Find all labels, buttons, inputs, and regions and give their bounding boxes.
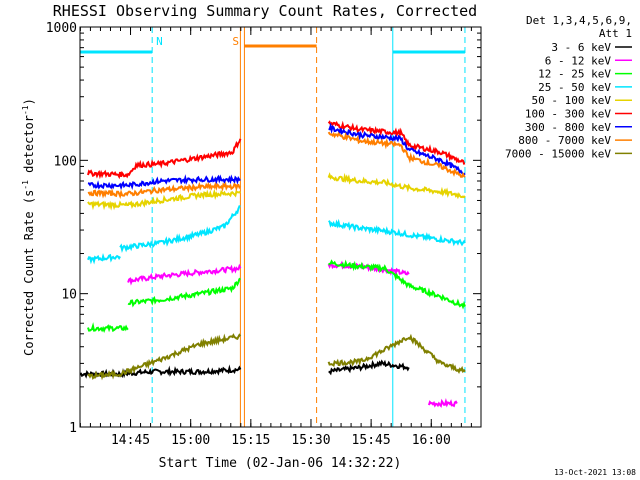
series-line [87,188,242,211]
series-group [79,120,466,408]
x-tick-label: 15:00 [171,433,210,448]
legend-label: 50 - 100 keV [532,94,612,107]
observation-spans [80,44,465,54]
legend-label: 6 - 12 keV [545,54,612,67]
series-line [327,259,466,310]
legend-label: 25 - 50 keV [538,81,611,94]
series-line [327,333,466,374]
ylabel-sup2: -1 [21,105,30,115]
legend-label: 100 - 300 keV [525,108,611,121]
x-axis-label: Start Time (02-Jan-06 14:32:22) [159,456,402,471]
series-line [87,181,242,200]
x-axis: 14:45 15:00 15:15 15:30 15:45 16:00 [79,27,472,448]
y-axis-label: Corrected Count Rate (s-1 detector-1) [21,98,36,356]
series-line [87,333,242,381]
ylabel-main: Corrected Count Rate (s [22,190,36,356]
ylabel-mid: detector [22,115,36,180]
legend-label: 3 - 6 keV [551,41,611,54]
annotation-label: N [156,35,163,48]
x-tick-label: 16:00 [412,433,451,448]
series-line [328,359,410,376]
y-tick-label: 100 [54,154,77,169]
ylabel-sup1: -1 [21,180,30,190]
series-line [87,322,129,334]
x-tick-label: 15:30 [291,433,330,448]
series-line [127,263,242,286]
series-line [427,397,458,408]
y-tick-label: 1000 [46,21,77,36]
series-line [328,122,466,176]
x-tick-label: 15:15 [231,433,270,448]
legend-label: 7000 - 15000 keV [505,147,611,160]
series-line [327,172,466,200]
legend-header-line1: Det 1,3,4,5,6,9, [526,14,632,27]
series-line [87,174,241,191]
legend-header-line2: Att 1 [599,27,632,40]
series-line [327,120,466,165]
y-tick-label: 1 [69,421,77,436]
annotation-label: S [232,35,239,48]
legend-label: 12 - 25 keV [538,68,611,81]
series-line [127,277,241,308]
x-tick-label: 15:45 [352,433,391,448]
legend-label: 800 - 7000 keV [518,134,611,147]
series-line [328,218,466,247]
chart-title: RHESSI Observing Summary Count Rates, Co… [53,2,477,20]
series-line [119,205,241,254]
series-line [327,131,466,178]
legend-label: 300 - 800 keV [525,121,611,134]
y-tick-label: 10 [61,288,77,303]
footer-date: 13-Oct-2021 13:08 [554,468,636,477]
series-line [87,252,121,265]
x-tick-label: 14:45 [111,433,150,448]
y-axis: 1 10 100 1000 [46,21,481,436]
ylabel-end: ) [22,98,36,105]
series-line [87,138,242,180]
